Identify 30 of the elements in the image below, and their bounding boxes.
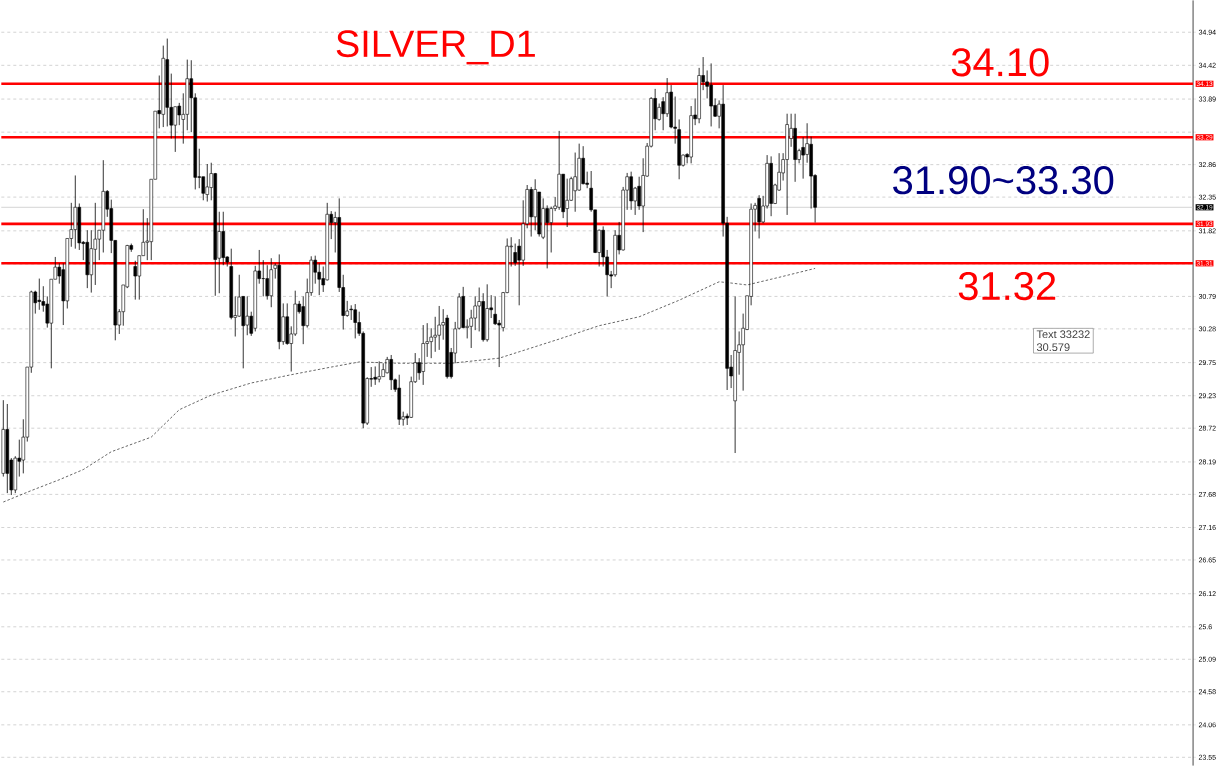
annotation: Text 33232	[1036, 330, 1090, 339]
candlestick	[245, 296, 249, 336]
annotation: 30.579	[1036, 343, 1070, 352]
candlestick	[261, 259, 265, 297]
candlestick	[757, 194, 761, 239]
candlestick	[573, 152, 577, 213]
candlestick	[373, 366, 377, 386]
candlestick	[349, 304, 353, 321]
candlestick	[545, 204, 549, 269]
annotation: 34.10	[951, 48, 1049, 77]
candlestick	[637, 176, 641, 211]
candlestick	[565, 178, 569, 228]
candlestick	[429, 327, 433, 359]
candlestick	[205, 163, 209, 202]
candlestick	[437, 305, 441, 351]
annotation: 31.32	[958, 271, 1056, 301]
candlestick	[709, 63, 713, 127]
candlestick	[493, 296, 497, 326]
candlestick	[301, 296, 305, 345]
annotation: 31.90~33.30	[893, 166, 1114, 195]
candlestick	[389, 354, 393, 391]
candlestick	[469, 309, 473, 349]
candlestick	[661, 96, 665, 131]
text: SILVER_D1	[336, 30, 535, 65]
candlestick	[549, 206, 553, 253]
candlestick	[37, 278, 42, 311]
candlestick	[265, 264, 269, 300]
candlestick	[353, 303, 357, 339]
candlestick	[377, 360, 381, 383]
candlestick	[177, 102, 181, 126]
